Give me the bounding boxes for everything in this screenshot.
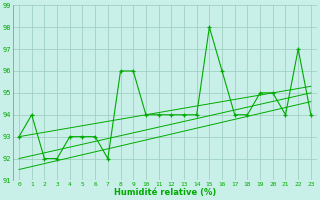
X-axis label: Humidité relative (%): Humidité relative (%)	[114, 188, 216, 197]
